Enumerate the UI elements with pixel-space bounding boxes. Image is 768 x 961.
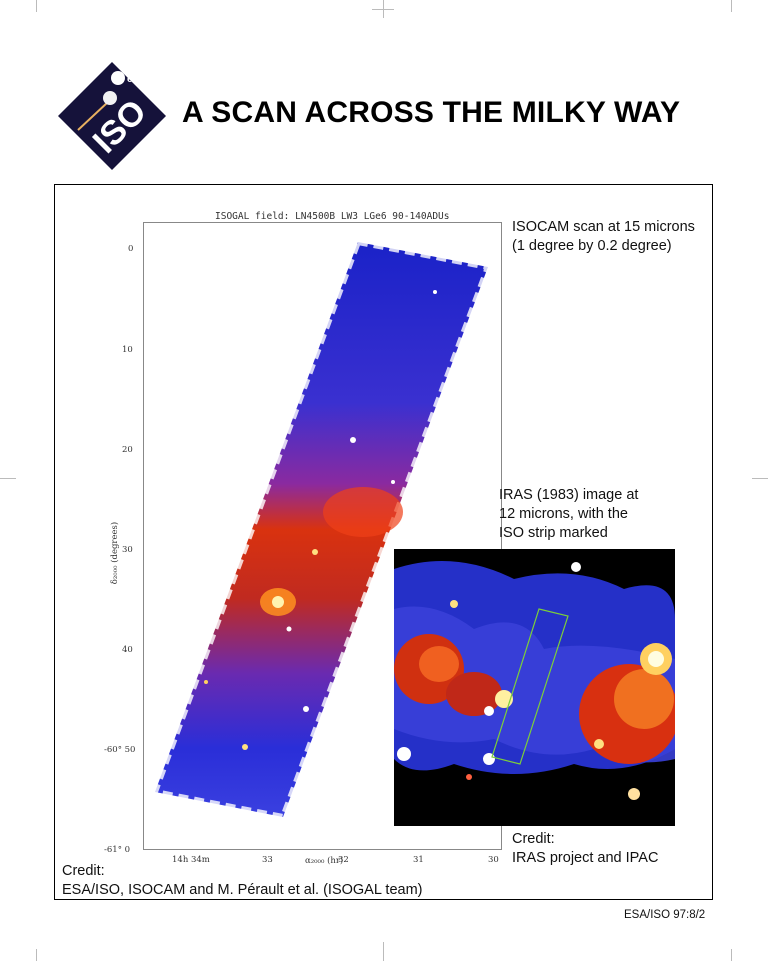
iras-credit-line1: Credit: xyxy=(512,831,555,847)
x-tick-label: 33 xyxy=(262,855,273,865)
y-tick-label: -60° 50 xyxy=(104,745,136,755)
y-tick-label: -61° 0 xyxy=(104,845,131,855)
iso-logo: esa ISO xyxy=(56,60,168,172)
y-tick-label: 10 xyxy=(122,345,133,355)
plot-title: ISOGAL field: LN4500B LW3 LGe6 90-140ADU… xyxy=(215,211,450,222)
crop-mark-br xyxy=(731,949,732,961)
crop-mark-left xyxy=(0,478,16,479)
crop-mark-tr xyxy=(731,0,732,12)
y-tick-label: 40 xyxy=(122,645,133,655)
document-reference: ESA/ISO 97:8/2 xyxy=(624,909,706,921)
isocam-caption-line2: (1 degree by 0.2 degree) xyxy=(512,238,672,254)
page-title: A SCAN ACROSS THE MILKY WAY xyxy=(182,96,681,129)
crop-mark-bl xyxy=(36,949,37,961)
iras-caption-line3: ISO strip marked xyxy=(499,525,608,541)
y-tick-label: 20 xyxy=(122,445,133,455)
y-tick-label: 0 xyxy=(128,244,134,254)
esa-logo-text: esa xyxy=(127,74,144,85)
iras-caption-line2: 12 microns, with the xyxy=(499,506,628,522)
main-credit-line2: ESA/ISO, ISOCAM and M. Pérault et al. (I… xyxy=(62,882,423,898)
content-frame xyxy=(54,184,713,900)
main-credit-line1: Credit: xyxy=(62,863,105,879)
plot-frame xyxy=(143,222,502,850)
y-tick-label: 30 xyxy=(122,545,133,555)
crop-mark-top-h xyxy=(372,9,394,10)
isocam-caption-line1: ISOCAM scan at 15 microns xyxy=(512,219,695,235)
iras-caption-line1: IRAS (1983) image at xyxy=(499,487,639,503)
isocam-scan-image xyxy=(150,238,493,821)
crop-mark-bottom xyxy=(383,942,384,961)
x-tick-label: 32 xyxy=(338,855,349,865)
x-tick-label: 31 xyxy=(413,855,424,865)
x-axis-label: α₂₀₀₀ (hr) xyxy=(305,856,344,866)
iras-credit-line2: IRAS project and IPAC xyxy=(512,850,659,866)
crop-mark-right xyxy=(752,478,768,479)
y-axis-label: δ₂₀₀₀ (degrees) xyxy=(110,521,121,585)
iras-inset-image xyxy=(394,549,675,826)
crop-mark-tl xyxy=(36,0,37,12)
x-tick-label: 14h 34m xyxy=(172,855,210,865)
x-tick-label: 30 xyxy=(488,855,499,865)
